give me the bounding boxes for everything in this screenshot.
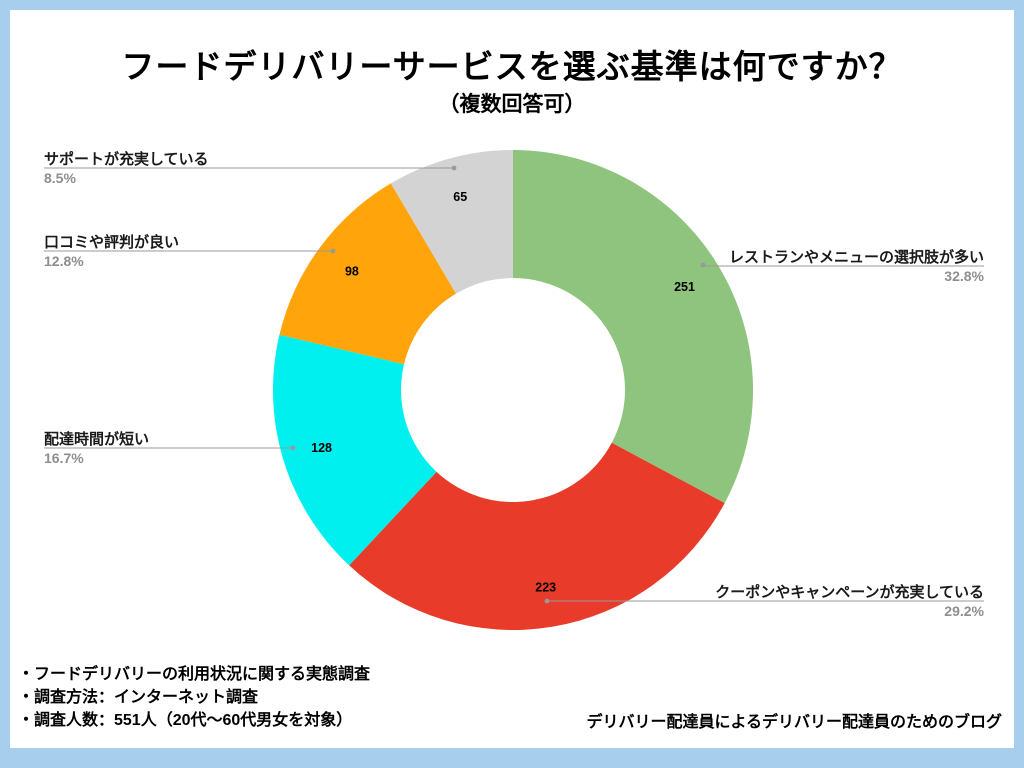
slice-category-label: 配達時間が短い — [44, 430, 149, 448]
leader-dot — [451, 165, 457, 171]
blog-credit: デリバリー配達員によるデリバリー配達員のためのブログ — [586, 714, 1002, 731]
slice-value-label: 251 — [674, 280, 695, 294]
slice-value-label: 223 — [535, 580, 556, 594]
slice-category-label: 口コミや評判が良い — [44, 233, 179, 251]
leader-dot — [290, 445, 296, 451]
leader-dot — [330, 248, 336, 254]
leader-dot — [544, 598, 550, 604]
slice-value-label: 98 — [345, 264, 359, 278]
chart-subtitle: （複数回答可） — [438, 93, 586, 116]
slice-category-label: クーポンやキャンペーンが充実している — [715, 583, 984, 601]
slice-percent-label: 32.8% — [944, 268, 984, 284]
slice-percent-label: 8.5% — [44, 170, 76, 186]
pie-slice-1 — [349, 442, 725, 630]
pie-slice-0 — [513, 150, 753, 504]
survey-note-line: ・フードデリバリーの利用状況に関する実態調査 — [18, 666, 371, 683]
survey-note-line: ・調査方法：インターネット調査 — [18, 689, 259, 706]
slice-value-label: 65 — [453, 190, 467, 204]
slice-category-label: レストランやメニューの選択肢が多い — [729, 248, 984, 266]
pie-slice-3 — [279, 183, 457, 365]
survey-note-line: ・調査人数：551人（20代〜60代男女を対象） — [18, 712, 353, 729]
slice-percent-label: 16.7% — [44, 450, 84, 466]
slice-percent-label: 29.2% — [944, 603, 984, 619]
leader-dot — [700, 262, 706, 268]
pie-slice-2 — [273, 334, 437, 566]
slice-percent-label: 12.8% — [44, 253, 84, 269]
slice-value-label: 128 — [311, 441, 332, 455]
chart-title: フードデリバリーサービスを選ぶ基準は何ですか？ — [121, 48, 903, 85]
survey-notes: ・フードデリバリーの利用状況に関する実態調査 ・調査方法：インターネット調査 ・… — [18, 663, 370, 732]
pie-slice-4 — [390, 150, 513, 294]
slice-category-label: サポートが充実している — [44, 150, 209, 168]
